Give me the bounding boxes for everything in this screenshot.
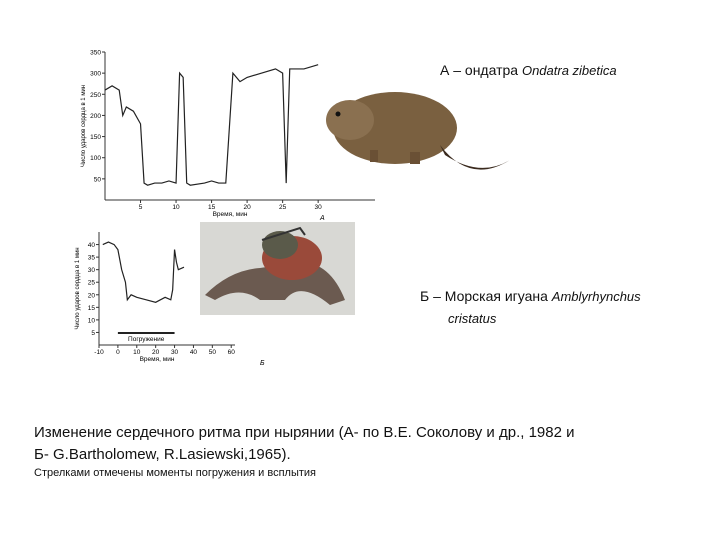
y-tick-label: 300 — [90, 71, 101, 78]
y-tick-label: 350 — [90, 50, 101, 57]
iguana-photo — [200, 222, 355, 315]
x-axis-label: Время, мин — [213, 211, 248, 218]
y-axis-label: Число ударов сердца в 1 мин — [81, 85, 87, 167]
footer-note: Стрелками отмечены моменты погружения и … — [34, 467, 317, 479]
y-tick-label: 30 — [88, 267, 96, 274]
latin-name: cristatus — [448, 311, 497, 326]
y-tick-label: 100 — [90, 155, 101, 162]
x-tick-label: 60 — [228, 349, 236, 356]
footer-line: Б- G.Bartholomew, R.Lasiewski,1965). — [34, 446, 291, 463]
y-tick-label: 200 — [90, 113, 101, 120]
caption-text: А – ондатра — [440, 62, 522, 78]
panel-label: А — [319, 215, 325, 222]
muskrat-caption: А – ондатра Ondatra zibetica — [440, 62, 617, 78]
y-tick-label: 10 — [88, 317, 96, 324]
x-tick-label: 0 — [116, 349, 120, 356]
x-tick-label: 50 — [209, 349, 217, 356]
y-tick-label: 250 — [90, 92, 101, 99]
x-tick-label: 30 — [315, 204, 323, 211]
heart-rate-line — [102, 241, 185, 303]
panel-label: Б — [260, 360, 265, 367]
x-tick-label: 15 — [208, 204, 216, 211]
caption-text: Б – Морская игуана — [420, 288, 552, 304]
x-tick-label: 10 — [172, 204, 180, 211]
y-tick-label: 50 — [94, 176, 102, 183]
latin-name: Ondatra zibetica — [521, 63, 617, 78]
y-tick-label: 150 — [90, 134, 101, 141]
iguana-caption-2: cristatus — [448, 310, 496, 326]
y-tick-label: 35 — [88, 255, 96, 262]
x-tick-label: 40 — [190, 349, 198, 356]
muskrat-photo — [326, 92, 510, 170]
latin-name: Amblyrhynchus — [551, 289, 641, 304]
x-tick-label: 5 — [139, 204, 143, 211]
x-axis-label: Время, мин — [140, 356, 175, 363]
y-axis-label: Число ударов сердца в 1 мин — [75, 247, 81, 329]
dive-label: Погружение — [128, 336, 165, 343]
y-tick-label: 40 — [88, 242, 96, 249]
y-tick-label: 20 — [88, 292, 96, 299]
iguana-caption: Б – Морская игуана Amblyrhynchus — [420, 288, 641, 304]
y-tick-label: 25 — [88, 280, 96, 287]
y-tick-label: 15 — [88, 305, 96, 312]
heart-rate-line — [104, 64, 319, 186]
x-tick-label: 25 — [279, 204, 287, 211]
footer-line: Изменение сердечного ритма при нырянии (… — [34, 424, 575, 441]
x-tick-label: 10 — [133, 349, 141, 356]
y-tick-label: 5 — [91, 330, 95, 337]
x-tick-label: 30 — [171, 349, 179, 356]
x-tick-label: -10 — [94, 349, 104, 356]
x-tick-label: 20 — [243, 204, 251, 211]
x-tick-label: 20 — [152, 349, 160, 356]
